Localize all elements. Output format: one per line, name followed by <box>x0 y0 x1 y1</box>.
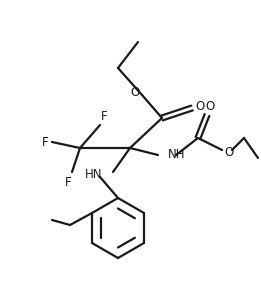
Text: NH: NH <box>168 148 186 162</box>
Text: O: O <box>205 100 215 113</box>
Text: O: O <box>224 146 234 159</box>
Text: F: F <box>101 111 107 123</box>
Text: O: O <box>130 86 140 98</box>
Text: O: O <box>195 100 205 113</box>
Text: HN: HN <box>85 168 102 182</box>
Text: F: F <box>42 136 48 148</box>
Text: F: F <box>65 175 71 189</box>
